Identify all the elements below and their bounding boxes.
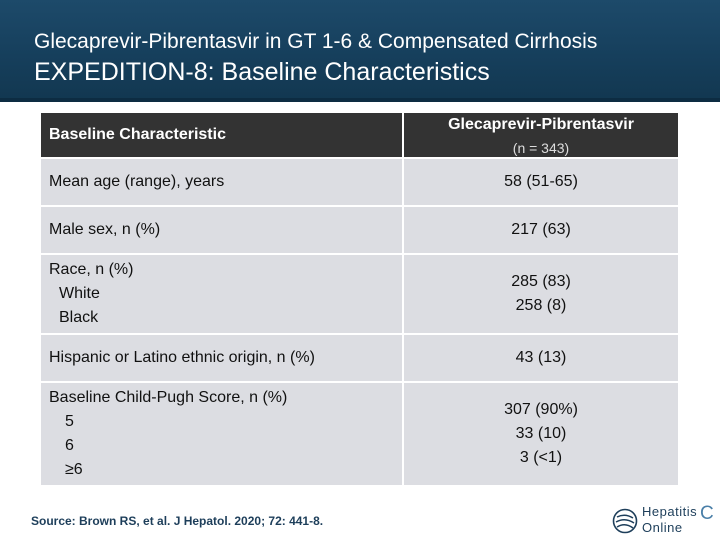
row-label: Male sex, n (%) [39,205,404,255]
row-label: Hispanic or Latino ethnic origin, n (%) [39,333,404,383]
row-value-group: 285 (83) 258 (8) [402,253,680,335]
row-value: 217 (63) [402,205,680,255]
column-header-label: Baseline Characteristic [49,126,226,143]
row-label: Baseline Child-Pugh Score, n (%) [49,389,288,406]
logo-line-2: Online [642,520,683,535]
row-label-group: Race, n (%) White Black [39,253,404,335]
row-value: 307 (90%) [504,401,578,418]
row-sublabel: 5 [65,413,74,430]
table-row: Mean age (range), years 58 (51-65) [39,157,680,207]
regimen-name: Glecaprevir-Pibrentasvir [448,116,634,133]
row-value-group: 307 (90%) 33 (10) 3 (<1) [402,381,680,487]
regimen-sample-size: (n = 343) [512,140,570,156]
column-header-characteristic: Baseline Characteristic [39,111,404,159]
table-row: Male sex, n (%) 217 (63) [39,205,680,255]
baseline-table: Baseline Characteristic Glecaprevir-Pibr… [39,111,680,487]
table-header-row: Baseline Characteristic Glecaprevir-Pibr… [39,111,680,159]
row-label-group: Baseline Child-Pugh Score, n (%) 5 6 ≥6 [39,381,404,487]
hepatitis-c-online-logo: Hepatitis Online C [612,504,718,538]
logo-wordmark: Hepatitis Online [642,504,697,536]
row-sublabel: ≥6 [65,461,83,478]
column-header-regimen: Glecaprevir-Pibrentasvir (n = 343) [402,111,680,159]
table-row: Baseline Child-Pugh Score, n (%) 5 6 ≥6 … [39,381,680,487]
table-row: Hispanic or Latino ethnic origin, n (%) … [39,333,680,383]
table-row: Race, n (%) White Black 285 (83) 258 (8) [39,253,680,335]
header-banner [0,0,720,102]
row-label: Race, n (%) [49,261,134,278]
row-value: 258 (8) [515,297,567,314]
row-value: 33 (10) [515,425,567,442]
header-divider [0,98,720,102]
row-value: 58 (51-65) [402,157,680,207]
row-value: 285 (83) [511,273,571,290]
row-sublabel: Black [59,309,99,326]
logo-letter: C [700,503,714,524]
row-sublabel: 6 [65,437,74,454]
slide-title: EXPEDITION-8: Baseline Characteristics [34,58,490,86]
row-value: 43 (13) [402,333,680,383]
slide-subtitle: Glecaprevir-Pibrentasvir in GT 1-6 & Com… [34,30,598,53]
globe-icon [612,508,638,534]
row-sublabel: White [59,285,100,302]
source-citation: Source: Brown RS, et al. J Hepatol. 2020… [31,514,324,528]
row-label: Mean age (range), years [39,157,404,207]
row-value: 3 (<1) [519,449,563,466]
logo-line-1: Hepatitis [642,504,698,519]
